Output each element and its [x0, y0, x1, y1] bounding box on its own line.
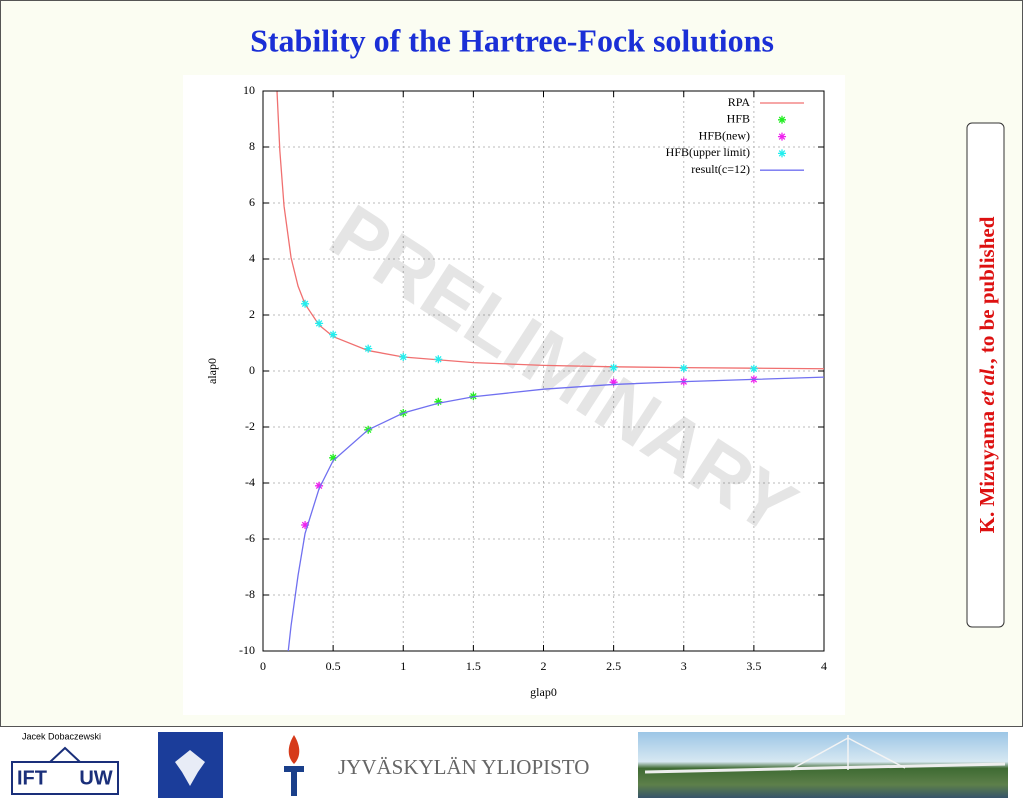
data-point: [315, 481, 324, 490]
data-point: [679, 364, 688, 373]
y-tick-label: 4: [249, 251, 255, 265]
legend-swatch: [778, 115, 786, 124]
slide-title: Stability of the Hartree-Fock solutions: [250, 22, 774, 58]
university-name: JYVÄSKYLÄN YLIOPISTO: [338, 755, 589, 779]
data-point: [434, 397, 443, 406]
y-tick-label: -10: [239, 643, 255, 657]
photo-bridge-cables: [789, 735, 906, 771]
x-tick-label: 0: [260, 659, 266, 673]
data-point: [399, 353, 408, 361]
x-tick-label: 2.5: [606, 659, 621, 673]
data-point: [315, 319, 324, 328]
logo-roof: [49, 746, 81, 763]
logo-ift: IFT: [17, 767, 47, 789]
data-point: [329, 330, 338, 339]
legend-swatch: [778, 132, 786, 141]
data-point: [434, 355, 443, 364]
data-point: [301, 299, 310, 308]
side-note-et-al: et al.: [975, 364, 999, 406]
plot-frame: [262, 90, 825, 652]
legend-label: RPA: [728, 95, 751, 109]
data-point: [609, 363, 618, 372]
torch-flame: [288, 735, 300, 764]
legend-label: HFB: [727, 112, 750, 126]
data-point: [609, 378, 618, 387]
y-tick-label: 8: [249, 139, 255, 153]
x-axis-label: glap0: [530, 685, 557, 699]
y-axis-label: alap0: [205, 358, 219, 384]
side-note: K. Mizuyama et al., to be published: [975, 216, 999, 533]
side-note-author: K. Mizuyama: [975, 406, 999, 534]
x-tick-label: 1.5: [466, 659, 481, 673]
data-point: [364, 344, 373, 353]
torch-cup: [284, 766, 304, 772]
x-tick-label: 0.5: [326, 659, 341, 673]
legend-swatch: [778, 149, 786, 158]
ift-uw-logo: IFT UW: [11, 746, 119, 795]
data-point: [329, 453, 338, 462]
y-tick-label: -6: [245, 531, 255, 545]
y-tick-label: 0: [249, 363, 255, 377]
legend-label: result(c=12): [691, 162, 750, 176]
legend-label: HFB(upper limit): [666, 145, 750, 159]
side-note-rest: , to be published: [975, 216, 999, 363]
y-tick-label: 6: [249, 195, 255, 209]
x-tick-label: 3.5: [746, 659, 761, 673]
legend-label: HFB(new): [699, 128, 750, 142]
y-tick-label: -4: [245, 475, 255, 489]
shield-eagle: [175, 750, 205, 786]
x-tick-label: 3: [681, 659, 687, 673]
series-line: [276, 91, 824, 370]
logo-frame: [11, 761, 119, 795]
series-group: [276, 91, 824, 651]
y-tick-label: 2: [249, 307, 255, 321]
y-tick-label: 10: [243, 83, 255, 97]
side-note-box: [966, 122, 1005, 628]
logo-uw: UW: [79, 767, 112, 789]
y-tick-label: -2: [245, 419, 255, 433]
x-tick-label: 2: [541, 659, 547, 673]
presenter: Jacek Dobaczewski: [22, 731, 101, 741]
data-point: [301, 521, 310, 529]
photo-bridge: [644, 762, 1006, 774]
x-tick-label: 1: [400, 659, 406, 673]
x-tick-label: 4: [821, 659, 827, 673]
torch-logo: [284, 735, 304, 796]
y-tick-label: -8: [245, 587, 255, 601]
torch-handle: [291, 772, 297, 796]
series-line: [287, 376, 824, 651]
data-point: [749, 364, 758, 373]
